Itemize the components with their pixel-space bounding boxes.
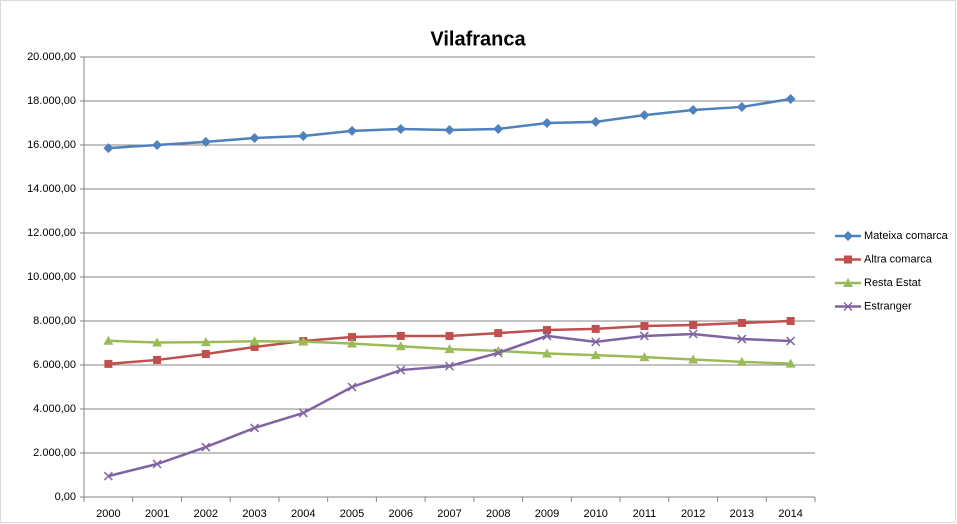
data-point <box>250 342 259 351</box>
legend-label: Mateixa comarca <box>864 230 949 242</box>
data-point <box>444 344 455 354</box>
data-point <box>152 337 163 347</box>
x-tick-label: 2010 <box>583 508 607 520</box>
x-tick-label: 2011 <box>633 508 657 520</box>
data-point <box>250 423 260 433</box>
x-tick-label: 2008 <box>486 508 510 520</box>
data-point <box>785 358 796 368</box>
x-tick-label: 2003 <box>242 508 266 520</box>
legend-marker <box>843 278 853 287</box>
data-point <box>493 123 504 134</box>
data-point <box>103 143 114 154</box>
data-point <box>590 116 601 127</box>
legend-label: Estranger <box>864 300 912 312</box>
data-point <box>103 335 114 345</box>
data-point <box>200 136 211 147</box>
data-point <box>395 341 406 351</box>
data-point <box>688 354 699 364</box>
legend-marker <box>843 231 853 241</box>
data-point <box>298 130 309 141</box>
data-point <box>444 125 455 136</box>
data-point <box>249 132 260 143</box>
data-point <box>395 123 406 134</box>
data-point <box>591 337 601 347</box>
x-tick-label: 2012 <box>681 508 705 520</box>
y-tick-label: 10.000,00 <box>27 271 76 283</box>
data-point <box>298 336 309 346</box>
data-point <box>347 125 358 136</box>
data-point <box>103 471 113 481</box>
data-point <box>104 359 113 368</box>
y-tick-label: 0,00 <box>55 491 76 503</box>
data-point <box>736 101 747 112</box>
data-point <box>688 329 698 339</box>
x-tick-label: 2005 <box>340 508 364 520</box>
x-tick-label: 2009 <box>535 508 559 520</box>
legend-label: Resta Estat <box>864 277 921 289</box>
x-tick-label: 2001 <box>145 508 169 520</box>
data-point <box>688 105 699 116</box>
data-point <box>737 318 746 327</box>
x-tick-label: 2013 <box>730 508 754 520</box>
data-point <box>493 348 503 358</box>
data-point <box>640 322 649 331</box>
data-point <box>541 118 552 128</box>
y-tick-label: 4.000,00 <box>33 403 76 415</box>
x-tick-label: 2004 <box>291 508 315 520</box>
data-point <box>396 331 405 340</box>
data-point <box>689 320 698 329</box>
data-point <box>152 459 162 469</box>
y-tick-label: 16.000,00 <box>27 139 76 151</box>
data-point <box>786 317 795 325</box>
legend-marker <box>843 301 853 312</box>
chart-title: Vilafranca <box>430 28 526 50</box>
x-tick-label: 2002 <box>194 508 218 520</box>
data-point <box>639 331 649 341</box>
data-point <box>348 333 357 342</box>
data-point <box>785 94 796 105</box>
data-point <box>396 365 406 375</box>
data-point <box>445 331 454 340</box>
data-point <box>200 337 211 347</box>
data-point <box>347 338 358 348</box>
data-point <box>201 442 211 452</box>
x-tick-label: 2007 <box>437 508 461 520</box>
data-point <box>153 355 162 364</box>
x-tick-label: 2014 <box>778 508 802 520</box>
data-point <box>541 348 552 358</box>
data-point <box>298 408 308 418</box>
y-tick-label: 20.000,00 <box>27 51 76 63</box>
data-point <box>444 361 455 371</box>
data-point <box>494 329 503 338</box>
data-point <box>786 336 796 346</box>
data-point <box>639 352 650 362</box>
data-point <box>737 334 747 344</box>
y-tick-label: 8.000,00 <box>33 315 76 327</box>
x-tick-label: 2000 <box>96 508 120 520</box>
y-tick-label: 14.000,00 <box>27 183 76 195</box>
data-point <box>249 336 260 346</box>
data-point <box>542 331 552 341</box>
y-tick-label: 2.000,00 <box>33 447 76 459</box>
data-point <box>591 324 600 333</box>
legend-marker <box>844 255 852 264</box>
y-tick-label: 6.000,00 <box>33 359 76 371</box>
data-point <box>347 382 357 392</box>
data-point <box>590 350 601 360</box>
data-point <box>152 140 163 150</box>
data-point <box>542 326 551 335</box>
data-point <box>201 350 210 358</box>
legend-label: Altra comarca <box>864 253 933 265</box>
data-point <box>736 356 747 366</box>
y-tick-label: 18.000,00 <box>27 95 76 107</box>
y-tick-label: 12.000,00 <box>27 227 76 239</box>
data-point <box>639 110 650 121</box>
x-tick-label: 2006 <box>389 508 413 520</box>
